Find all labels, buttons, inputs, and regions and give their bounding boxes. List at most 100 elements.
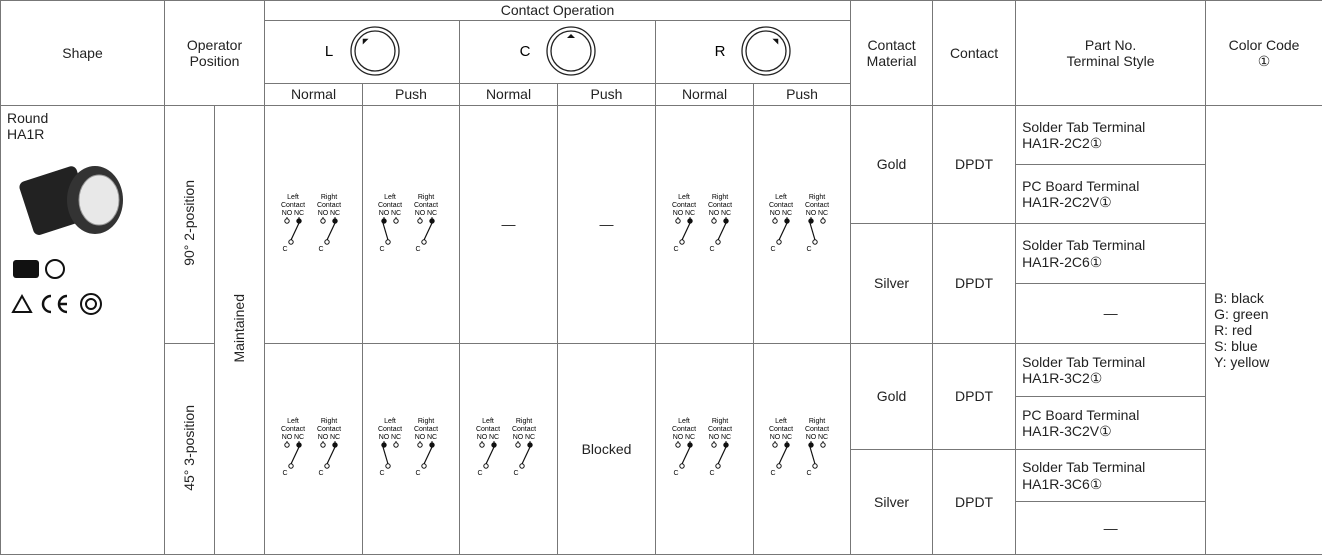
switch-blade [682, 447, 690, 464]
diagram-label: NO [672, 434, 683, 441]
contact-header: Contact [933, 1, 1016, 106]
material-cell-text: Gold [877, 388, 907, 404]
diagram-label: NC [720, 434, 730, 441]
diagram-label: Left [384, 194, 396, 201]
contact-cell-text: DPDT [955, 275, 993, 291]
part-text: Solder Tab Terminal [1022, 237, 1199, 253]
contact-nc [332, 443, 336, 447]
diagram-label: C [379, 470, 384, 477]
switch-blade [779, 447, 787, 464]
position-text: 45° 3-position [181, 405, 197, 491]
push-header: Push [558, 84, 656, 106]
diagram-label: Right [320, 418, 336, 425]
diagram-label: Contact [511, 426, 535, 433]
contact-cell-text: DPDT [955, 388, 993, 404]
diagram-label: Contact [475, 426, 499, 433]
contact-no [284, 443, 288, 447]
position-cell: 90° 2-position [165, 106, 215, 344]
diagram-label: NC [427, 434, 437, 441]
contact-common [813, 240, 817, 244]
contact-common [813, 464, 817, 468]
diagram-label: C [709, 470, 714, 477]
contact-material-header: Contact Material [851, 1, 933, 106]
diagram-label: C [807, 470, 812, 477]
contact-no [382, 443, 386, 447]
contact-common [519, 464, 523, 468]
normal-header-text: Normal [291, 86, 336, 102]
ce-mark [43, 296, 67, 312]
push-header-text: Push [591, 86, 623, 102]
contact-common [324, 464, 328, 468]
part-text: Solder Tab Terminal [1022, 354, 1199, 370]
color-code-header: Color Code ① [1206, 1, 1322, 106]
contact-cell: DPDT [933, 450, 1016, 555]
diagram-label: Contact [805, 202, 829, 209]
diagram-label: C [477, 470, 482, 477]
normal-header: Normal [460, 84, 558, 106]
operation-text: Blocked [582, 441, 632, 457]
contact-nc [821, 219, 825, 223]
contact-common [422, 464, 426, 468]
color-code: S: blue [1214, 338, 1322, 354]
position-text: 90° 2-position [181, 180, 197, 266]
position-label: R [715, 43, 726, 60]
contact-nc [491, 443, 495, 447]
color-code: R: red [1214, 322, 1322, 338]
contact-header-text: Contact [950, 45, 998, 61]
contact-nc [394, 443, 398, 447]
part-cell: — [1016, 502, 1206, 555]
diagram-label: Contact [414, 426, 438, 433]
push-header: Push [363, 84, 460, 106]
contact-operation-header-text: Contact Operation [501, 2, 615, 18]
diagram-label: Left [384, 418, 396, 425]
diagram-label: NC [293, 210, 303, 217]
diagram-label: Right [809, 194, 825, 201]
diagram-label: C [771, 470, 776, 477]
diagram-label: C [415, 470, 420, 477]
diagram-label: Right [809, 418, 825, 425]
contact-no [711, 219, 715, 223]
color-code: G: green [1214, 306, 1322, 322]
switch-blade [718, 447, 726, 464]
diagram-label: Right [418, 418, 434, 425]
normal-header-text: Normal [486, 86, 531, 102]
contact-common [324, 240, 328, 244]
contact-no [675, 443, 679, 447]
operation-text: — [502, 216, 516, 232]
contact-nc [394, 219, 398, 223]
diagram-label: Contact [707, 426, 731, 433]
diagram-label: NO [708, 434, 719, 441]
switch-blade [486, 447, 494, 464]
position-label: L [325, 43, 333, 60]
normal-header: Normal [265, 84, 363, 106]
part-cell-text: — [1104, 305, 1118, 321]
diagram-label: NC [488, 434, 498, 441]
color-code: B: black [1214, 290, 1322, 306]
switch-blade [424, 223, 432, 240]
diagram-label: NO [806, 210, 817, 217]
diagram-label: C [807, 246, 812, 253]
contact-nc [687, 443, 691, 447]
push-header-text: Push [395, 86, 427, 102]
diagram-label: Left [287, 194, 299, 201]
position-dial: C [503, 22, 613, 78]
position-label: C [519, 43, 530, 60]
material-cell-text: Gold [877, 156, 907, 172]
material-cell: Silver [851, 450, 933, 555]
diagram-label: Right [711, 194, 727, 201]
operator-header-text: Operator Position [175, 37, 255, 69]
diagram-label: Contact [378, 202, 402, 209]
diagram-label: NO [379, 210, 390, 217]
operation-type-cell: Maintained [215, 106, 265, 555]
contact-nc [430, 219, 434, 223]
switch-blade [383, 223, 388, 240]
